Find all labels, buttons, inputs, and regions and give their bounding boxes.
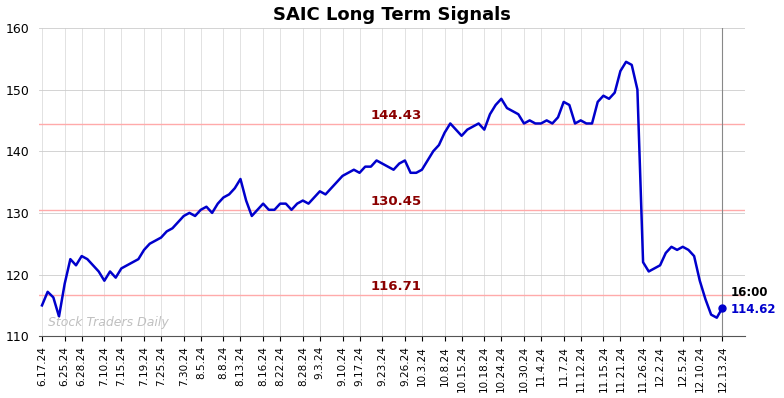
Title: SAIC Long Term Signals: SAIC Long Term Signals bbox=[273, 6, 511, 23]
Text: 114.62: 114.62 bbox=[731, 303, 776, 316]
Text: Stock Traders Daily: Stock Traders Daily bbox=[48, 316, 169, 329]
Text: 130.45: 130.45 bbox=[371, 195, 422, 208]
Text: 116.71: 116.71 bbox=[371, 280, 422, 293]
Text: 144.43: 144.43 bbox=[371, 109, 422, 122]
Text: 16:00: 16:00 bbox=[731, 286, 768, 299]
